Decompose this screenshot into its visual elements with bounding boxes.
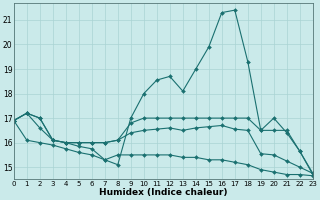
X-axis label: Humidex (Indice chaleur): Humidex (Indice chaleur) (99, 188, 228, 197)
